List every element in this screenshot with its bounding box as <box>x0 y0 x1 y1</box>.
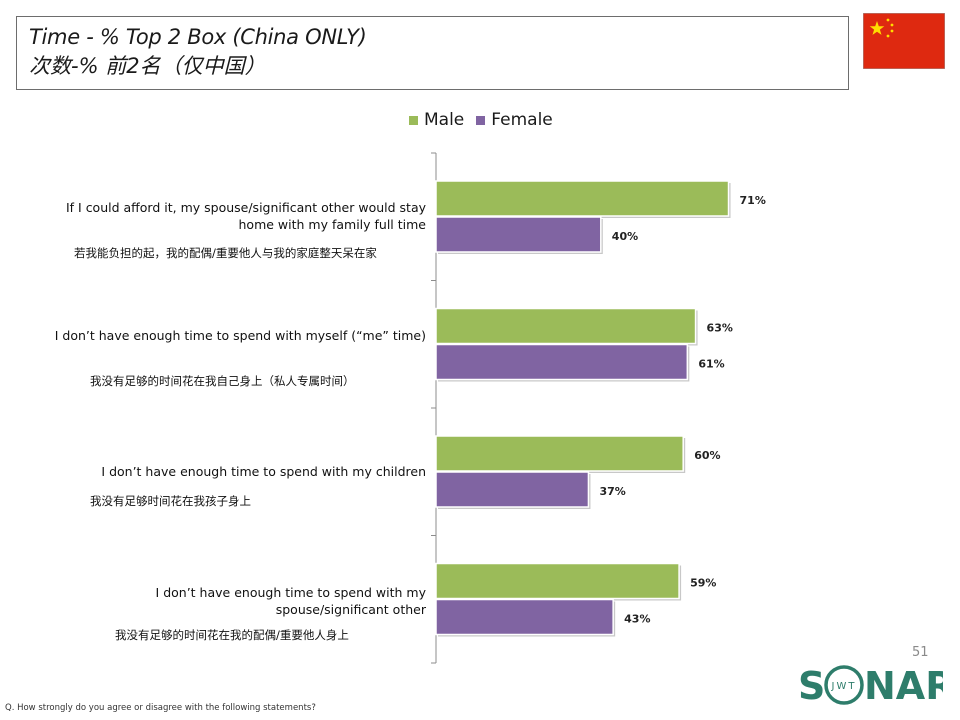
bar-male-2 <box>435 307 697 345</box>
bar-male-4 <box>435 562 680 600</box>
bar-female-2 <box>435 343 689 381</box>
data-label-female-3: 37% <box>599 485 625 498</box>
data-label-male-4: 59% <box>690 577 716 590</box>
category-label-zh-1: 若我能负担的起，我的配偶/重要他人与我的家庭整天呆在家 <box>74 246 377 260</box>
logo-letter-s: S <box>798 664 825 706</box>
footnote: Q. How strongly do you agree or disagree… <box>5 703 316 713</box>
legend-swatch-female <box>476 115 486 125</box>
data-label-male-3: 60% <box>694 449 720 462</box>
category-label-1: If I could afford it, my spouse/signific… <box>65 200 426 232</box>
chart-legend: Male Female <box>409 109 565 131</box>
category-label-zh-2: 我没有足够的时间花在我自己身上（私人专属时间） <box>90 374 355 388</box>
bar-female-4 <box>435 598 614 636</box>
category-label-3: I don’t have enough time to spend with m… <box>101 464 426 479</box>
bar-male-3 <box>435 435 684 472</box>
category-label-2: I don’t have enough time to spend with m… <box>54 328 426 343</box>
category-label-4: I don’t have enough time to spend with m… <box>155 585 426 617</box>
china-flag-icon <box>863 13 945 69</box>
logo-sub-text: JWT <box>831 681 857 692</box>
title-box: Time - % Top 2 Box (China ONLY) 次数-% 前2名… <box>16 16 849 90</box>
data-label-female-1: 40% <box>612 230 638 243</box>
page-number: 51 <box>912 645 929 660</box>
logo-o-ring <box>824 665 864 705</box>
legend-label-female: Female <box>491 110 553 130</box>
logo-letters-nar: NAR <box>864 664 943 706</box>
bar-female-1 <box>435 216 602 253</box>
bar-female-3 <box>435 471 590 508</box>
legend-item-male: Male <box>409 110 464 130</box>
data-label-female-4: 43% <box>624 613 650 626</box>
data-label-female-2: 61% <box>698 358 724 371</box>
page-title: Time - % Top 2 Box (China ONLY) <box>29 25 367 49</box>
page-title-chinese: 次数-% 前2名（仅中国） <box>29 54 266 78</box>
sonar-logo: S JWT NAR <box>798 664 943 706</box>
category-label-zh-3: 我没有足够时间花在我孩子身上 <box>90 494 251 508</box>
bar-male-1 <box>435 180 730 217</box>
data-label-male-2: 63% <box>707 322 733 335</box>
legend-label-male: Male <box>424 110 465 130</box>
legend-item-female: Female <box>476 110 553 130</box>
data-label-male-1: 71% <box>740 194 766 207</box>
category-label-zh-4: 我没有足够的时间花在我的配偶/重要他人身上 <box>115 628 349 642</box>
legend-swatch-male <box>409 115 418 125</box>
